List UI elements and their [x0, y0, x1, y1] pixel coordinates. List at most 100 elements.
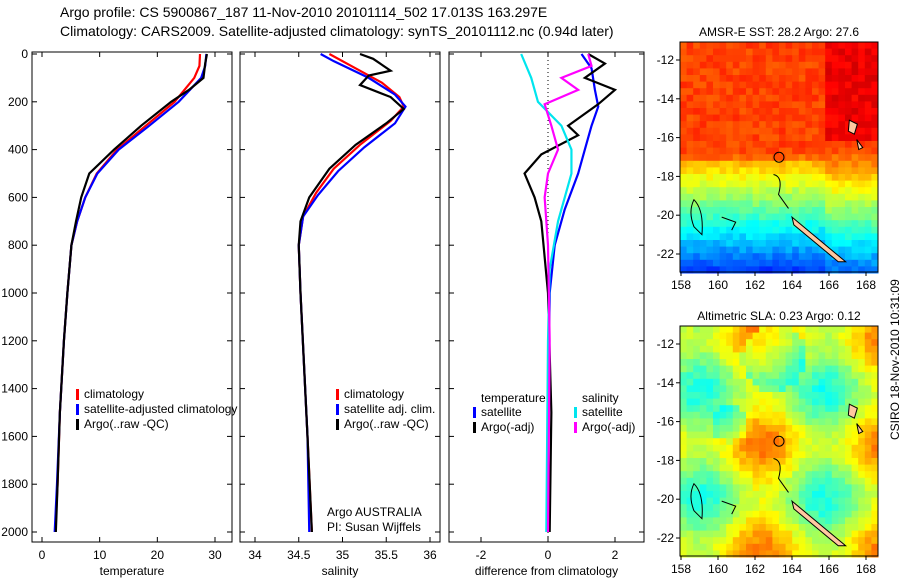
map-cell: [825, 392, 833, 400]
map-cell: [732, 352, 740, 360]
map-cell: [792, 543, 800, 551]
map-cell: [864, 524, 872, 532]
map-cell: [838, 174, 846, 182]
map-cell: [871, 154, 879, 162]
map-cell: [693, 180, 701, 188]
map-cell: [792, 378, 800, 386]
map-cell: [858, 200, 866, 208]
map-cell: [792, 180, 800, 188]
map-cell: [699, 220, 707, 228]
map-cell: [845, 174, 853, 182]
map-cell: [864, 220, 872, 228]
map-cell: [812, 55, 820, 63]
map-cell: [686, 226, 694, 234]
map-cell: [752, 491, 760, 499]
map-cell: [838, 233, 846, 241]
map-cell: [699, 537, 707, 545]
map-cell: [765, 425, 773, 433]
map-cell: [726, 438, 734, 446]
map-cell: [706, 517, 714, 525]
series-line-temperature-satellite: [546, 53, 600, 532]
map-cell: [772, 160, 780, 168]
map-cell: [686, 392, 694, 400]
map-cell: [713, 253, 721, 261]
map-cell: [739, 213, 747, 221]
map-cell: [779, 61, 787, 69]
map-cell: [818, 167, 826, 175]
map-cell: [858, 246, 866, 254]
map-cell: [686, 233, 694, 241]
map-cell: [798, 147, 806, 155]
map-cell: [686, 207, 694, 215]
map-cell: [713, 464, 721, 472]
map-cell: [680, 180, 688, 188]
map-cell: [746, 240, 754, 248]
map-cell: [851, 378, 859, 386]
map-cell: [838, 326, 846, 334]
map-cell: [812, 266, 820, 274]
map-cell: [739, 42, 747, 50]
map-cell: [765, 200, 773, 208]
map-cell: [831, 504, 839, 512]
map-cell: [871, 550, 879, 558]
map-cell: [864, 134, 872, 142]
x-tick-label: 0: [39, 548, 46, 562]
map-cell: [746, 471, 754, 479]
map-cell: [831, 484, 839, 492]
map-cell: [686, 530, 694, 538]
y-tick-label: 1600: [1, 429, 28, 443]
map-cell: [686, 418, 694, 426]
map-cell: [706, 425, 714, 433]
map-cell: [719, 207, 727, 215]
map-cell: [798, 497, 806, 505]
map-cell: [871, 246, 879, 254]
map-cell: [752, 504, 760, 512]
map-cell: [765, 259, 773, 267]
map-cell: [871, 220, 879, 228]
map-cell: [739, 187, 747, 195]
map-cell: [746, 510, 754, 518]
map-cell: [845, 75, 853, 83]
map-cell: [719, 108, 727, 116]
map-cell: [825, 193, 833, 201]
y-tick-label: -12: [657, 53, 675, 67]
map-cell: [831, 200, 839, 208]
map-cell: [759, 398, 767, 406]
map-cell: [785, 359, 793, 367]
island-vanuatu: [847, 403, 864, 435]
map-cell: [812, 94, 820, 102]
map-cell: [765, 332, 773, 340]
map-cell: [779, 147, 787, 155]
map-cell: [858, 352, 866, 360]
map-cell: [864, 352, 872, 360]
map-cell: [792, 193, 800, 201]
legend-label: Argo(-adj): [582, 420, 635, 434]
map-cell: [864, 160, 872, 168]
map-cell: [812, 458, 820, 466]
map-cell: [792, 253, 800, 261]
map-cell: [792, 345, 800, 353]
map-cell: [851, 339, 859, 347]
map-cell: [792, 108, 800, 116]
map-cell: [699, 88, 707, 96]
map-cell: [726, 550, 734, 558]
map-cell: [713, 537, 721, 545]
map-cell: [838, 68, 846, 76]
map-cell: [693, 504, 701, 512]
map-cell: [719, 491, 727, 499]
map-cell: [785, 385, 793, 393]
map-cell: [693, 458, 701, 466]
map-cell: [686, 114, 694, 122]
map-cell: [726, 134, 734, 142]
map-cell: [851, 108, 859, 116]
map-cell: [838, 94, 846, 102]
map-cell: [818, 550, 826, 558]
map-cell: [785, 160, 793, 168]
map-cell: [680, 68, 688, 76]
series-line-climatology: [54, 53, 202, 533]
map-cell: [792, 127, 800, 135]
x-tick-label: 0: [545, 548, 552, 562]
map-cell: [706, 154, 714, 162]
map-cell: [785, 226, 793, 234]
map-cell: [805, 68, 813, 76]
